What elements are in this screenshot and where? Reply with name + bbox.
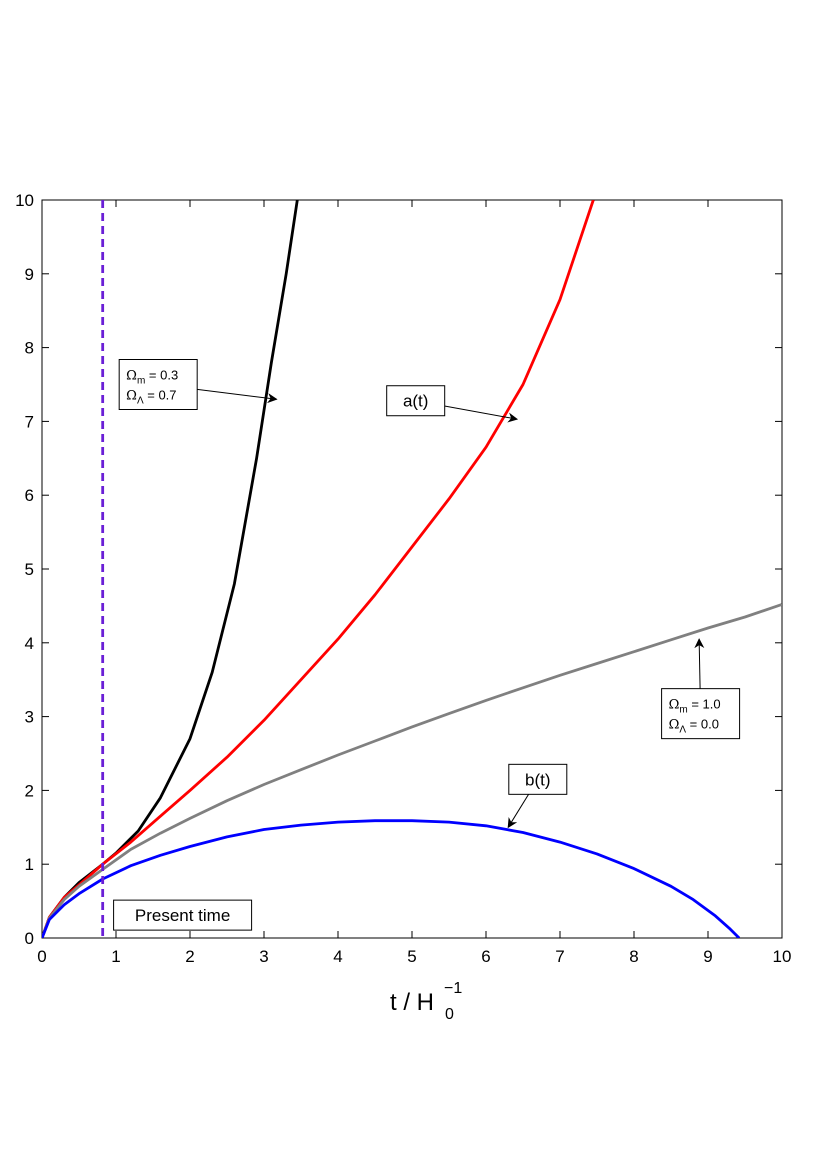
y-tick-label: 3	[25, 708, 34, 727]
x-tick-label: 9	[703, 947, 712, 966]
y-tick-label: 5	[25, 560, 34, 579]
annotation-box	[386, 385, 446, 417]
x-tick-label: 7	[555, 947, 564, 966]
x-tick-label: 10	[773, 947, 792, 966]
annotation-text: a(t)	[403, 392, 429, 411]
x-axis-label-subscript: 0	[445, 1006, 454, 1023]
x-tick-label: 2	[185, 947, 194, 966]
annotation-omega-line: ΩΛ = 0.7	[126, 388, 176, 407]
annotation-presenttime: Present time	[113, 899, 253, 931]
x-tick-label: 6	[481, 947, 490, 966]
x-tick-label: 3	[259, 947, 268, 966]
plot-frame	[41, 199, 783, 939]
x-tick-label: 4	[333, 947, 342, 966]
y-tick-label: 1	[25, 855, 34, 874]
y-tick-label: 2	[25, 781, 34, 800]
annotation-omega-line: ΩΛ = 0.0	[669, 717, 719, 736]
x-tick-label: 8	[629, 947, 638, 966]
x-tick-label: 0	[37, 947, 46, 966]
annotation-bt: b(t)	[508, 763, 568, 795]
annotation-at: a(t)	[386, 385, 446, 417]
annotation-box	[661, 688, 741, 740]
y-tick-label: 6	[25, 486, 34, 505]
annotation-box	[118, 359, 198, 410]
plot-area: 0 1 2 3 4 5 6 7 8 9 10 0 1 2 3 4 5 6 7 8 9 10 Ωm = 0.3ΩΛ = 0.7…	[15, 191, 791, 966]
y-tick-label: 7	[25, 412, 34, 431]
y-tick-label: 10	[15, 191, 34, 210]
annotation-box	[508, 763, 568, 795]
x-axis-label-base: t / H	[390, 989, 434, 1016]
y-tick-label: 0	[25, 929, 34, 948]
annotation-text: b(t)	[525, 770, 551, 789]
series-line-a-t	[42, 200, 595, 938]
x-axis-label-superscript: −1	[444, 980, 462, 997]
annotation-text: Present time	[135, 906, 230, 925]
y-tick-label: 4	[25, 634, 34, 653]
x-tick-label: 5	[407, 947, 416, 966]
annotation-box	[113, 899, 253, 931]
annotation-omega-box: Ωm = 0.3ΩΛ = 0.7	[118, 359, 198, 410]
series-line-einstein-de-sitter	[42, 603, 782, 938]
x-tick-label: 1	[111, 947, 120, 966]
annotation-omega-box: Ωm = 1.0ΩΛ = 0.0	[661, 688, 741, 740]
x-axis-label: t / H 0 −1	[390, 980, 462, 1023]
svg-text:t / H: t / H	[390, 989, 434, 1016]
y-tick-label: 8	[25, 339, 34, 358]
y-tick-label: 9	[25, 265, 34, 284]
annotation-omega-line: Ωm = 1.0	[669, 697, 721, 716]
annotation-omega-line: Ωm = 0.3	[126, 368, 178, 387]
